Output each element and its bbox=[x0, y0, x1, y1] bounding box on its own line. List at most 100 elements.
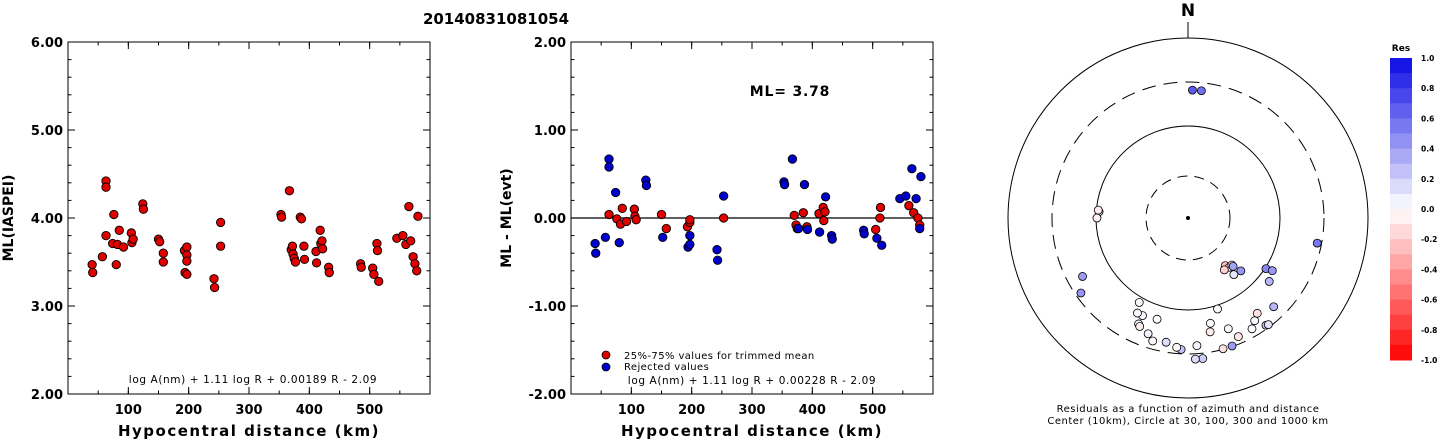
data-point-2-1-1 bbox=[591, 248, 601, 258]
data-point-2-1-21 bbox=[802, 224, 813, 235]
colorbar-cell-5 bbox=[1390, 133, 1412, 150]
colorbar-cell-10 bbox=[1390, 209, 1412, 225]
data-point-2-0-4 bbox=[621, 216, 632, 227]
station-point-10 bbox=[1236, 266, 1246, 276]
data-point-1-0-62 bbox=[406, 236, 416, 246]
data-point-1-0-5 bbox=[101, 230, 111, 241]
figure-title: 20140831081054 bbox=[423, 10, 569, 28]
colorbar-cell-0 bbox=[1390, 58, 1412, 74]
x-tick-label-2-0: 100 bbox=[618, 403, 645, 418]
station-point-1 bbox=[1196, 86, 1206, 96]
formula-2: log A(nm) + 1.11 log R + 0.00228 R - 2.0… bbox=[628, 375, 876, 387]
colorbar-cell-15 bbox=[1390, 284, 1412, 301]
data-point-2-1-23 bbox=[820, 192, 831, 202]
station-point-37 bbox=[1247, 324, 1257, 334]
colorbar-cell-19 bbox=[1390, 344, 1412, 361]
data-point-2-1-20 bbox=[799, 179, 810, 190]
x-tick-label-2-3: 400 bbox=[799, 403, 826, 418]
data-point-1-0-59 bbox=[398, 230, 408, 241]
colorbar-tick-label-10: -1.0 bbox=[1421, 356, 1437, 365]
station-point-18 bbox=[1213, 304, 1222, 314]
xlabel-2: Hypocentral distance (km) bbox=[621, 422, 883, 440]
data-point-2-1-13 bbox=[712, 245, 722, 255]
station-point-0 bbox=[1188, 85, 1197, 95]
station-point-11 bbox=[1229, 270, 1239, 280]
residual-colorbar: Res 1.0 0.8 0.6 0.4 0.2 0.0 -0.2 -0.4 -0.6 -0.8 -1… bbox=[1390, 44, 1437, 365]
station-point-36 bbox=[1233, 332, 1243, 342]
data-point-1-0-61 bbox=[404, 201, 414, 212]
station-point-16 bbox=[1078, 272, 1087, 281]
station-point-14 bbox=[1267, 266, 1277, 276]
data-point-2-1-25 bbox=[827, 234, 837, 244]
data-point-1-0-30 bbox=[215, 241, 226, 251]
data-point-1-0-26 bbox=[182, 269, 192, 279]
legend-label-rejected: Rejected values bbox=[624, 362, 709, 373]
colorbar-cell-2 bbox=[1390, 88, 1412, 104]
station-point-38 bbox=[1250, 316, 1260, 326]
data-point-1-0-0 bbox=[87, 259, 97, 270]
colorbar-cell-13 bbox=[1390, 254, 1412, 270]
legend-label-trimmed: 25%-75% values for trimmed mean bbox=[624, 351, 815, 362]
station-point-8 bbox=[1219, 265, 1229, 275]
station-point-24 bbox=[1135, 322, 1145, 331]
station-point-3 bbox=[1093, 205, 1103, 215]
data-point-1-0-10 bbox=[114, 225, 124, 235]
ring-30km bbox=[1145, 175, 1231, 261]
station-point-27 bbox=[1161, 337, 1171, 347]
data-point-1-0-7 bbox=[109, 209, 119, 220]
data-point-1-0-66 bbox=[413, 211, 423, 221]
station-point-26 bbox=[1148, 336, 1158, 346]
data-point-2-1-28 bbox=[872, 233, 882, 243]
data-point-1-0-25 bbox=[182, 256, 192, 266]
data-point-2-0-22 bbox=[820, 207, 830, 217]
data-point-2-1-8 bbox=[641, 180, 652, 191]
data-point-1-0-28 bbox=[209, 282, 220, 293]
data-point-1-0-8 bbox=[111, 259, 121, 270]
y-tick-label-2-2: 0.00 bbox=[534, 212, 566, 227]
ylabel-2: ML - ML(evt) bbox=[499, 168, 515, 267]
y-tick-label-1-1: 3.00 bbox=[31, 300, 63, 315]
data-point-2-1-22 bbox=[814, 227, 825, 237]
data-point-2-0-24 bbox=[875, 213, 885, 223]
data-point-2-1-31 bbox=[901, 191, 911, 201]
station-point-12 bbox=[1264, 277, 1274, 286]
data-point-1-0-1 bbox=[88, 267, 98, 278]
data-point-1-0-4 bbox=[101, 182, 111, 192]
formula-1: log A(nm) + 1.11 log R + 0.00189 R - 2.0… bbox=[129, 374, 377, 386]
data-point-2-0-17 bbox=[798, 208, 808, 218]
data-point-1-0-44 bbox=[311, 258, 322, 268]
colorbar-cell-1 bbox=[1390, 73, 1412, 89]
station-point-25 bbox=[1143, 329, 1153, 339]
data-point-1-0-35 bbox=[287, 241, 298, 251]
data-point-2-1-6 bbox=[614, 237, 624, 248]
data-point-2-0-9 bbox=[661, 223, 671, 234]
x-tick-label-1-0: 100 bbox=[115, 403, 142, 418]
station-point-43 bbox=[1223, 324, 1233, 334]
ring-1000km bbox=[1007, 37, 1369, 399]
station-point-19 bbox=[1134, 298, 1144, 307]
station-point-29 bbox=[1205, 318, 1215, 328]
data-point-2-1-11 bbox=[685, 230, 695, 241]
y-tick-label-1-0: 2.00 bbox=[31, 388, 63, 403]
data-point-1-0-23 bbox=[182, 242, 192, 252]
data-point-1-0-42 bbox=[299, 254, 310, 265]
data-point-2-1-33 bbox=[911, 193, 921, 204]
plot-frame-1 bbox=[67, 41, 431, 395]
data-point-1-0-65 bbox=[412, 266, 422, 276]
legend-marker-rejected bbox=[601, 362, 611, 372]
data-point-2-1-19 bbox=[793, 223, 804, 234]
station-point-42 bbox=[1269, 302, 1279, 312]
data-point-1-0-38 bbox=[290, 257, 301, 267]
data-point-1-0-11 bbox=[118, 242, 129, 252]
data-point-1-0-52 bbox=[356, 262, 366, 272]
data-point-2-1-15 bbox=[718, 191, 729, 201]
data-point-2-1-4 bbox=[604, 162, 614, 172]
data-point-2-1-27 bbox=[859, 229, 869, 239]
data-point-2-1-2 bbox=[600, 232, 611, 243]
y-tick-label-2-3: 1.00 bbox=[534, 124, 566, 139]
colorbar-cell-14 bbox=[1390, 269, 1412, 285]
data-point-2-0-23 bbox=[871, 224, 881, 235]
y-tick-label-2-4: 2.00 bbox=[534, 36, 566, 51]
station-point-28 bbox=[1205, 327, 1215, 337]
